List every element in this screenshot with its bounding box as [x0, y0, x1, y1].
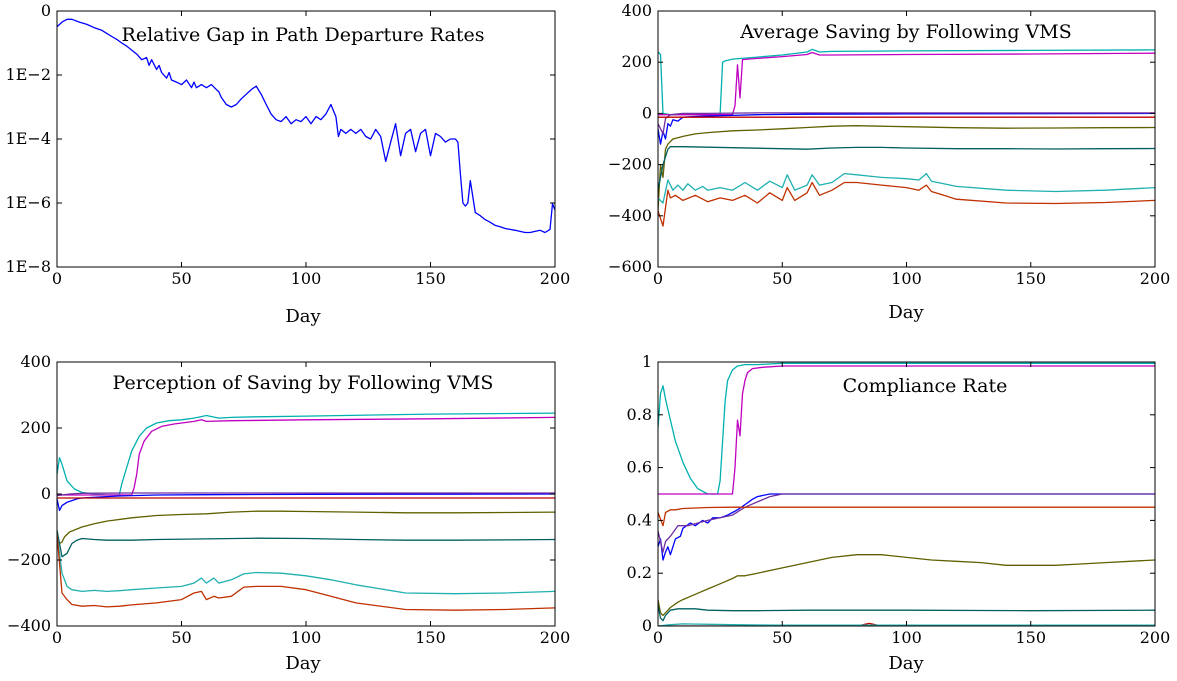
y-tick-label: 0 [41, 1, 51, 20]
y-tick-label: −600 [608, 257, 652, 276]
plot-average-saving: Day 0 50 100 150 200 −600 −400 −200 0 200 400 Avera… [608, 1, 1170, 323]
y-tick-label: 0 [41, 484, 51, 503]
x-tick-label: 0 [653, 269, 663, 288]
chart-title: Relative Gap in Path Departure Rates [122, 24, 485, 46]
x-tick-label: 50 [772, 628, 792, 647]
x-tick-label: 150 [415, 628, 446, 647]
y-tick-label: 0.4 [627, 510, 652, 529]
series-line-9 [658, 623, 1155, 626]
x-tick-label: 100 [891, 628, 922, 647]
x-tick-label: 100 [291, 628, 322, 647]
series-line-2 [658, 51, 1155, 116]
y-tick-label: 1E−4 [6, 129, 51, 148]
x-tick-label: 50 [772, 269, 792, 288]
chart-title: Compliance Rate [843, 375, 1008, 397]
x-tick-label: 200 [540, 628, 571, 647]
y-tick-label: 0 [642, 616, 652, 635]
series-line-9 [57, 533, 555, 611]
y-tick-label: 400 [621, 1, 652, 20]
series-line-1 [658, 362, 1155, 495]
series-line-6 [57, 510, 555, 545]
series-line-3 [658, 112, 1155, 145]
x-tick-label: 150 [1015, 628, 1046, 647]
series-line-4 [658, 493, 1155, 553]
series-line-6 [658, 554, 1155, 617]
series-line-7 [57, 530, 555, 558]
x-tick-label: 150 [415, 269, 446, 288]
y-tick-label: 200 [621, 52, 652, 71]
x-axis-label: Day [888, 302, 924, 323]
x-tick-label: 150 [1015, 269, 1046, 288]
series-line-3 [57, 493, 555, 512]
plot-perception-of-saving: Day 0 50 100 150 200 −400 −200 0 200 400 Perceptio… [7, 352, 570, 674]
x-tick-label: 200 [540, 269, 571, 288]
series-group [57, 18, 555, 234]
series-line-7 [658, 146, 1155, 191]
series-group [658, 48, 1155, 227]
x-tick-label: 200 [1140, 269, 1171, 288]
chart-title: Average Saving by Following VMS [739, 21, 1071, 43]
x-tick-label: 50 [171, 269, 191, 288]
series-line-1 [57, 412, 555, 496]
chart-title: Perception of Saving by Following VMS [113, 372, 494, 394]
series-line-8 [658, 172, 1155, 204]
y-tick-label: −200 [608, 155, 652, 174]
x-axis-label: Day [285, 306, 321, 327]
series-group [57, 412, 555, 611]
series-line-5 [658, 506, 1155, 527]
y-tick-label: 1E−8 [6, 257, 51, 276]
y-tick-label: 1E−2 [6, 65, 51, 84]
series-line-1 [658, 48, 1155, 116]
y-tick-label: −400 [7, 616, 51, 635]
series-line-3 [658, 493, 1155, 561]
x-axis-label: Day [285, 653, 321, 674]
y-tick-label: 0.6 [627, 458, 652, 477]
y-tick-label: 0.8 [627, 405, 652, 424]
y-tick-label: 400 [20, 352, 51, 371]
axes-frame [657, 10, 1156, 268]
series-line-9 [658, 181, 1155, 227]
y-tick-label: 0 [642, 103, 652, 122]
series-line-8 [57, 533, 555, 595]
series-line-2 [658, 365, 1155, 495]
plot-relative-gap: Day 0 50 100 150 200 1E−8 1E−6 1E−4 1E−2 0 Relativ… [6, 1, 571, 327]
x-tick-label: 0 [52, 628, 62, 647]
series-group [658, 362, 1155, 626]
series-line-4 [57, 492, 555, 497]
series-line-7 [658, 604, 1155, 622]
y-tick-label: −200 [7, 550, 51, 569]
y-tick-label: −400 [608, 206, 652, 225]
y-tick-label: 1 [642, 352, 652, 371]
series-line-4 [658, 112, 1155, 135]
series-line-1 [57, 18, 555, 234]
y-tick-label: 200 [20, 418, 51, 437]
y-tick-label: 1E−6 [6, 193, 51, 212]
x-tick-label: 100 [891, 269, 922, 288]
series-line-6 [658, 125, 1155, 211]
series-line-2 [57, 416, 555, 496]
x-tick-label: 0 [52, 269, 62, 288]
x-tick-label: 100 [291, 269, 322, 288]
y-tick-label: 0.2 [627, 563, 652, 582]
x-tick-label: 200 [1140, 628, 1171, 647]
x-tick-label: 0 [653, 628, 663, 647]
plot-compliance-rate: Day 0 50 100 150 200 0 0.2 0.4 0.6 0.8 1 Compliance… [627, 352, 1171, 674]
x-axis-label: Day [888, 653, 924, 674]
x-tick-label: 50 [171, 628, 191, 647]
